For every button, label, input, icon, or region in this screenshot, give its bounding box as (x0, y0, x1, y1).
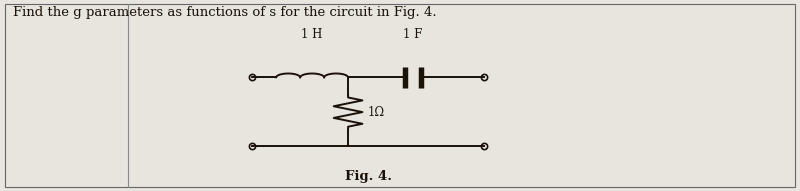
Text: 1 F: 1 F (403, 28, 422, 41)
Text: 1 H: 1 H (302, 28, 323, 41)
Text: Find the g parameters as functions of s for the circuit in Fig. 4.: Find the g parameters as functions of s … (13, 6, 436, 19)
Text: 1Ω: 1Ω (368, 106, 385, 119)
Text: Fig. 4.: Fig. 4. (345, 170, 391, 183)
